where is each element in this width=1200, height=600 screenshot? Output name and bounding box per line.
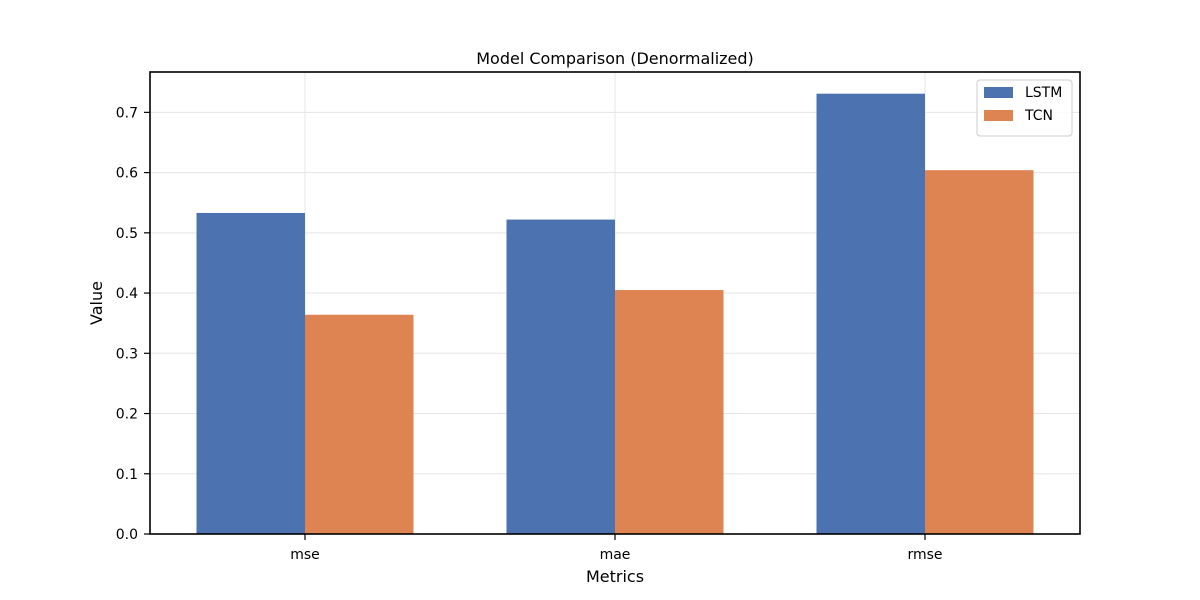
legend-label-tcn: TCN bbox=[1024, 108, 1053, 124]
y-tick-label: 0.2 bbox=[116, 407, 138, 423]
legend: LSTM TCN bbox=[976, 79, 1073, 137]
x-tick-label: mae bbox=[600, 547, 631, 563]
bars bbox=[196, 93, 1034, 535]
bar-tcn-mse bbox=[305, 314, 414, 534]
x-axis-label: Metrics bbox=[586, 567, 644, 586]
y-tick-label: 0.7 bbox=[116, 105, 138, 121]
y-tick-label: 0.1 bbox=[116, 467, 138, 483]
y-axis-label: Value bbox=[87, 281, 106, 325]
bar-tcn-mae bbox=[615, 290, 724, 534]
legend-label-lstm: LSTM bbox=[1025, 85, 1062, 101]
bar-lstm-mae bbox=[506, 219, 615, 535]
chart-title: Model Comparison (Denormalized) bbox=[476, 49, 754, 68]
y-tick-label: 0.3 bbox=[116, 346, 138, 362]
y-tick-label: 0.0 bbox=[116, 527, 138, 543]
bar-tcn-rmse bbox=[925, 170, 1034, 534]
x-tick-label: rmse bbox=[907, 547, 942, 563]
y-axis-ticks: 0.0 0.1 0.2 0.3 0.4 0.5 0.6 0.7 bbox=[116, 105, 150, 543]
bar-lstm-rmse bbox=[816, 93, 925, 535]
bar-lstm-mse bbox=[196, 212, 305, 534]
legend-swatch-lstm bbox=[984, 87, 1013, 98]
x-axis-ticks: mse mae rmse bbox=[290, 534, 943, 563]
y-tick-label: 0.4 bbox=[116, 286, 138, 302]
y-tick-label: 0.5 bbox=[116, 226, 138, 242]
x-tick-label: mse bbox=[290, 547, 320, 563]
y-tick-label: 0.6 bbox=[116, 166, 138, 182]
legend-swatch-tcn bbox=[984, 110, 1013, 121]
